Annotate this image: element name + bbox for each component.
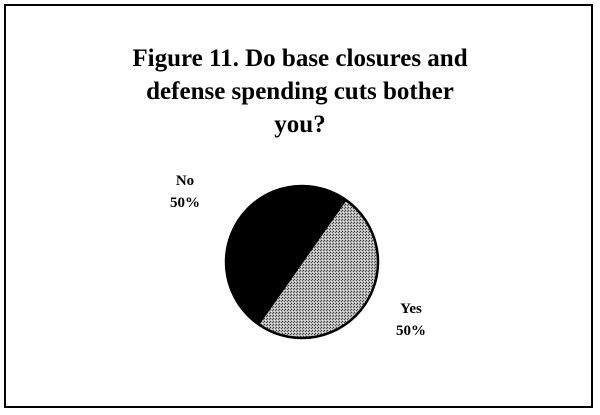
slice-label-no: No 50% bbox=[163, 170, 207, 214]
slice-label-no-name: No bbox=[175, 173, 195, 189]
pie-outline bbox=[224, 184, 380, 340]
chart-title: Figure 11. Do base closures and defense … bbox=[40, 42, 560, 141]
slice-label-yes-name: Yes bbox=[400, 301, 422, 317]
chart-title-line-1: Figure 11. Do base closures and bbox=[132, 45, 468, 72]
slice-label-yes-value: 50% bbox=[396, 323, 426, 339]
slice-label-yes: Yes 50% bbox=[384, 298, 438, 342]
slice-label-no-value: 50% bbox=[170, 195, 200, 211]
chart-title-line-3: you? bbox=[274, 111, 326, 138]
chart-title-line-2: defense spending cuts bother bbox=[146, 78, 454, 105]
